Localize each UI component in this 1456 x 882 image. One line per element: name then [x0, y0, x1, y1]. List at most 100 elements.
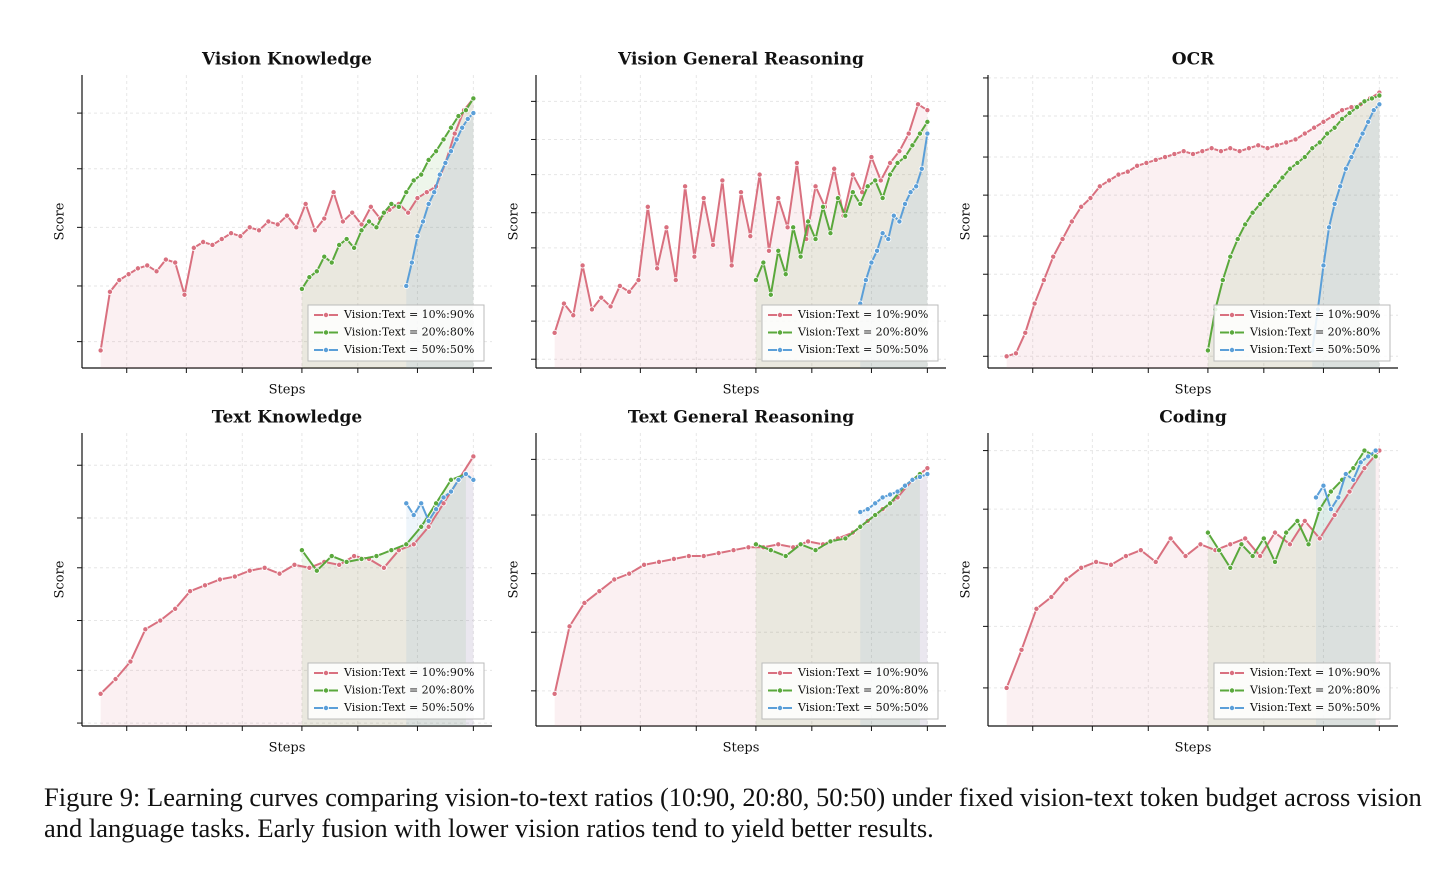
point: [276, 570, 283, 577]
point: [1327, 506, 1334, 513]
point: [728, 262, 735, 269]
x-axis-label: Steps: [269, 383, 306, 398]
point: [877, 177, 884, 184]
point: [827, 230, 834, 237]
point: [775, 247, 782, 254]
point: [805, 538, 812, 545]
legend-marker: [1229, 311, 1236, 318]
point: [330, 189, 337, 196]
x-axis-label: Steps: [1175, 383, 1212, 398]
point: [313, 567, 320, 574]
x-axis-label: Steps: [1175, 741, 1212, 756]
point: [373, 553, 380, 560]
point: [1249, 553, 1256, 560]
point: [1216, 547, 1223, 554]
point: [306, 564, 313, 571]
point: [924, 130, 931, 137]
point: [414, 195, 421, 202]
point: [431, 189, 438, 196]
point: [127, 658, 134, 665]
point: [797, 253, 804, 260]
point: [433, 148, 440, 155]
legend-label: Vision:Text = 20%:80%: [797, 684, 928, 697]
point: [1162, 154, 1169, 161]
point: [902, 482, 909, 489]
point: [1249, 209, 1256, 216]
point: [1227, 145, 1234, 152]
point: [626, 288, 633, 295]
point: [864, 506, 871, 513]
point: [1316, 139, 1323, 146]
point: [775, 541, 782, 548]
point: [172, 605, 179, 612]
point: [1227, 564, 1234, 571]
point: [752, 277, 759, 284]
point: [1283, 529, 1290, 536]
point: [420, 218, 427, 225]
chart-title: Vision General Reasoning: [617, 50, 864, 70]
series-area: [406, 113, 474, 368]
point: [607, 303, 614, 310]
point: [902, 200, 909, 207]
point: [1292, 136, 1299, 143]
point: [1331, 124, 1338, 131]
point: [228, 230, 235, 237]
point: [464, 115, 471, 122]
point: [410, 541, 417, 548]
point: [924, 471, 931, 478]
point: [1301, 517, 1308, 524]
point: [134, 265, 141, 272]
series-area: [1006, 92, 1380, 368]
point: [842, 535, 849, 542]
point: [1320, 262, 1327, 269]
point: [1342, 471, 1349, 478]
point: [924, 118, 931, 125]
charts: Vision Knowledge Steps Score Vision:Text = …: [53, 50, 1398, 756]
legend-label: Vision:Text = 10%:90%: [797, 666, 928, 679]
point: [1236, 148, 1243, 155]
point: [872, 500, 879, 507]
chart-title: OCR: [1172, 50, 1215, 70]
legend-label: Vision:Text = 10%:90%: [1249, 666, 1380, 679]
point: [793, 159, 800, 166]
point: [1320, 482, 1327, 489]
point: [598, 294, 605, 301]
point: [418, 523, 425, 530]
point: [246, 224, 253, 231]
point: [1012, 350, 1019, 357]
point: [1326, 224, 1333, 231]
point: [459, 124, 466, 131]
point: [425, 523, 432, 530]
point: [1339, 107, 1346, 114]
point: [1260, 535, 1267, 542]
point: [470, 453, 477, 460]
point: [596, 588, 603, 595]
chart-title: Text Knowledge: [212, 408, 363, 428]
point: [388, 547, 395, 554]
point: [857, 523, 864, 530]
point: [1301, 154, 1308, 161]
point: [201, 582, 208, 589]
legend-label: Vision:Text = 10%:90%: [797, 308, 928, 321]
point: [425, 517, 432, 524]
legend: Vision:Text = 10%:90% Vision:Text = 20%:8…: [307, 304, 485, 362]
point: [1335, 494, 1342, 501]
point: [470, 110, 477, 117]
legend-label: Vision:Text = 20%:80%: [797, 326, 928, 339]
point: [423, 189, 430, 196]
point: [1286, 541, 1293, 548]
point: [874, 247, 881, 254]
point: [916, 130, 923, 137]
point: [1337, 183, 1344, 190]
point: [1324, 130, 1331, 137]
series-line: [1005, 449, 1381, 689]
point: [410, 512, 417, 519]
point: [1372, 453, 1379, 460]
legend-marker: [1229, 670, 1236, 677]
point: [311, 227, 318, 234]
point: [1311, 124, 1318, 131]
point: [775, 195, 782, 202]
point: [447, 488, 454, 495]
point: [872, 177, 879, 184]
point: [1245, 145, 1252, 152]
